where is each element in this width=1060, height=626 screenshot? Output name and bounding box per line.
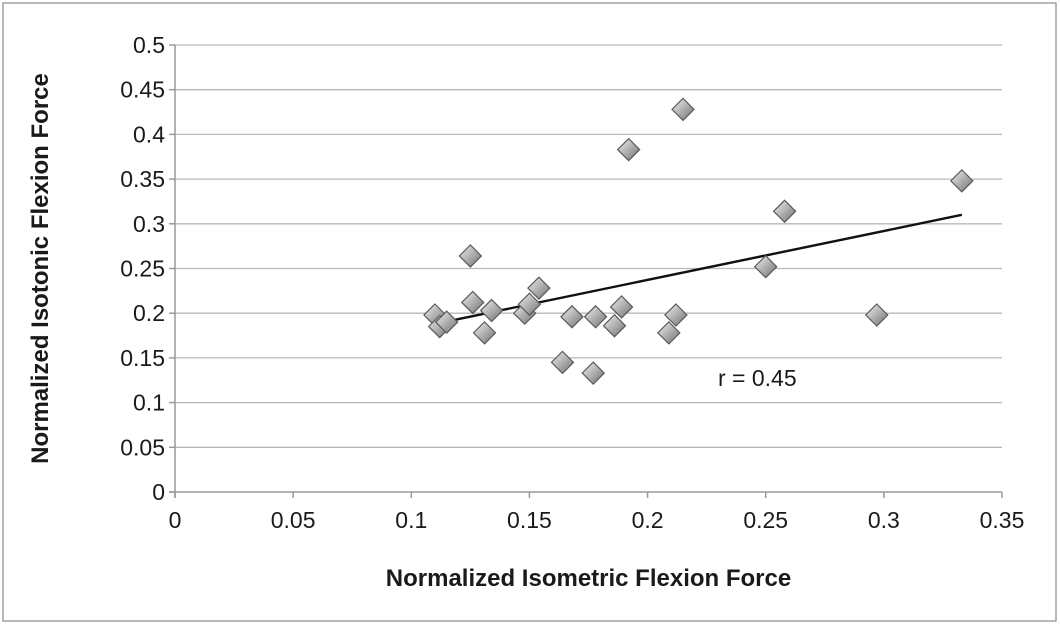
y-tick-label: 0 xyxy=(152,479,165,505)
x-tick-labels: 0 0.05 0.1 0.15 0.2 0.25 0.3 0.35 xyxy=(169,507,1025,533)
data-point xyxy=(671,97,695,122)
data-point xyxy=(753,254,778,279)
y-tick-label: 0.25 xyxy=(120,256,165,282)
data-points xyxy=(423,97,974,385)
data-point xyxy=(772,199,797,224)
y-tick-label: 0.5 xyxy=(133,32,165,58)
x-tick-label: 0.15 xyxy=(507,507,552,533)
y-tick-label: 0.45 xyxy=(120,77,165,103)
y-tick-label: 0.1 xyxy=(133,390,165,416)
data-point xyxy=(602,313,627,338)
data-point xyxy=(583,304,608,329)
x-tick-label: 0.1 xyxy=(395,507,427,533)
data-point xyxy=(664,303,688,327)
data-point xyxy=(550,350,575,375)
axes xyxy=(169,44,1003,498)
x-tick-label: 0.2 xyxy=(632,507,664,533)
x-tick-label: 0.35 xyxy=(980,507,1025,533)
y-tick-label: 0.2 xyxy=(133,300,165,326)
gridlines xyxy=(175,44,1002,448)
x-axis-title: Normalized Isometric Flexion Force xyxy=(386,565,791,592)
x-tick-label: 0.3 xyxy=(868,507,900,533)
correlation-annotation: r = 0.45 xyxy=(718,365,797,391)
data-point xyxy=(656,321,681,345)
data-point xyxy=(479,298,504,323)
y-tick-label: 0.35 xyxy=(120,166,165,192)
data-point xyxy=(458,244,483,268)
data-point xyxy=(472,321,497,345)
y-tick-labels: 0 0.05 0.1 0.15 0.2 0.25 0.3 0.35 0.4 0.45 0.5 xyxy=(120,32,165,505)
x-tick-label: 0.05 xyxy=(271,507,316,533)
x-tick-label: 0.25 xyxy=(743,507,788,533)
y-tick-label: 0.4 xyxy=(133,121,165,147)
data-point xyxy=(609,295,634,319)
data-point xyxy=(581,361,606,385)
data-point xyxy=(434,310,459,334)
data-point xyxy=(517,292,542,317)
data-point xyxy=(527,276,551,301)
y-tick-label: 0.05 xyxy=(120,434,165,460)
data-point xyxy=(864,303,889,327)
y-tick-label: 0.3 xyxy=(133,211,165,237)
data-point xyxy=(560,304,584,329)
data-point xyxy=(949,169,974,193)
y-tick-label: 0.15 xyxy=(120,345,165,371)
x-tick-label: 0 xyxy=(169,507,182,533)
data-point xyxy=(616,137,641,162)
y-axis-title: Normalized Isotonic Flexion Force xyxy=(27,73,54,464)
data-point xyxy=(460,290,485,315)
